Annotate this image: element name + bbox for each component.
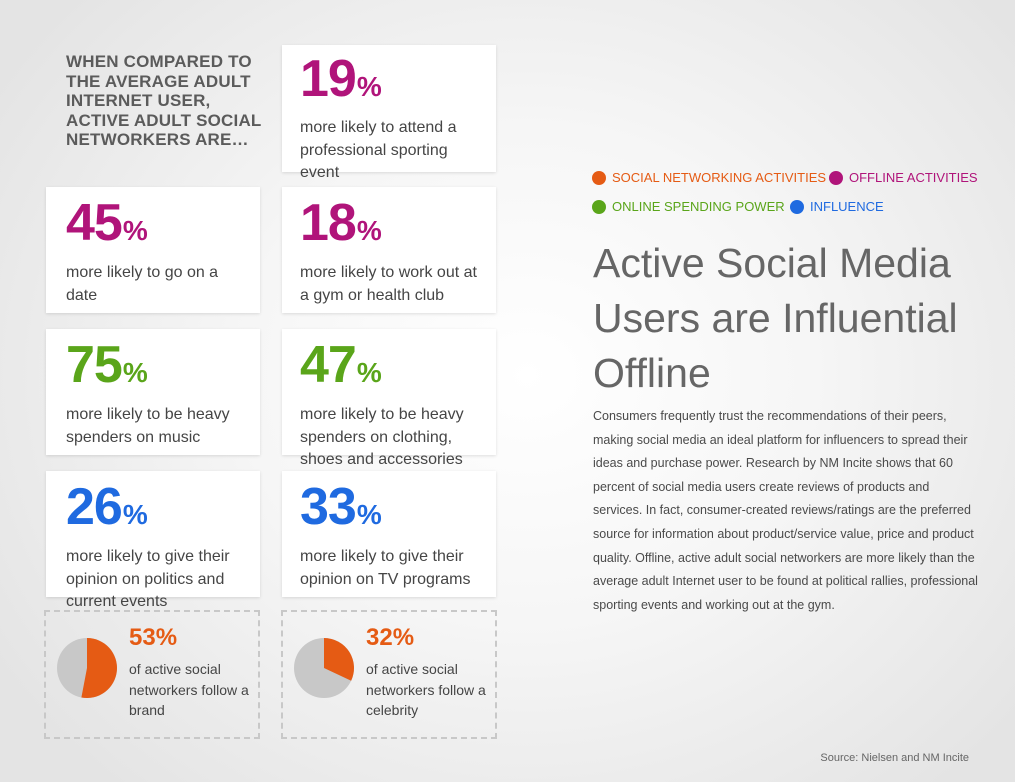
stat-description: more likely to give their opinion on TV … [300, 548, 471, 588]
legend-item-offline: OFFLINE ACTIVITIES [829, 170, 978, 186]
stat-description: more likely to attend a professional spo… [300, 119, 457, 181]
headline: Active Social Media Users are Influentia… [593, 240, 958, 396]
stat-value: 19% [300, 50, 382, 108]
stat-value: 18% [300, 194, 382, 252]
legend-item-social: SOCIAL NETWORKING ACTIVITIES [592, 170, 826, 186]
pie-slice [324, 638, 354, 681]
stat-description: more likely to be heavy spenders on musi… [66, 406, 230, 446]
body-paragraph: Consumers frequently trust the recommend… [593, 409, 978, 612]
legend-label: SOCIAL NETWORKING ACTIVITIES [612, 170, 827, 185]
stat-description: more likely to work out at a gym or heal… [300, 264, 477, 304]
stat-card-date: 45% more likely to go on a date [46, 187, 260, 313]
stat-card-sporting: 19% more likely to attend a professional… [282, 45, 496, 181]
pie-percent: 32% [366, 624, 415, 651]
legend-item-influence: INFLUENCE [790, 199, 884, 215]
orange-dot-icon [592, 170, 606, 185]
stat-value: 26% [66, 478, 148, 536]
legend-label: ONLINE SPENDING POWER [612, 199, 785, 214]
legend-label: OFFLINE ACTIVITIES [849, 170, 978, 185]
stat-card-gym: 18% more likely to work out at a gym or … [282, 187, 496, 313]
pie-chart-celebrity [294, 638, 354, 698]
stat-description: more likely to be heavy spenders on clot… [300, 406, 464, 468]
pie-card-celebrity: 32% of active social networkers follow a… [281, 610, 497, 739]
pie-slice [81, 638, 117, 698]
pie-chart-brand [57, 638, 117, 698]
pie-percent: 53% [129, 624, 178, 651]
stat-card-clothing: 47% more likely to be heavy spenders on … [282, 329, 496, 468]
stat-value: 33% [300, 478, 382, 536]
stat-card-tv: 33% more likely to give their opinion on… [282, 471, 496, 597]
stat-value: 47% [300, 336, 382, 394]
legend-item-spending: ONLINE SPENDING POWER [592, 199, 785, 215]
stat-description: more likely to go on a date [66, 264, 219, 304]
pie-description: of active social networkers follow a bra… [129, 661, 249, 718]
source-credit: Source: Nielsen and NM Incite [820, 752, 969, 764]
green-dot-icon [592, 199, 606, 214]
blue-dot-icon [790, 199, 804, 214]
stat-value: 45% [66, 194, 148, 252]
pie-description: of active social networkers follow a cel… [366, 661, 486, 718]
stat-card-politics: 26% more likely to give their opinion on… [46, 471, 260, 610]
stat-value: 75% [66, 336, 148, 394]
intro-heading: WHEN COMPARED TO THE AVERAGE ADULT INTER… [66, 52, 262, 149]
legend-label: INFLUENCE [810, 199, 884, 214]
magenta-dot-icon [829, 170, 843, 185]
pie-card-brand: 53% of active social networkers follow a… [44, 610, 260, 739]
stat-description: more likely to give their opinion on pol… [66, 548, 230, 610]
stat-card-music: 75% more likely to be heavy spenders on … [46, 329, 260, 455]
